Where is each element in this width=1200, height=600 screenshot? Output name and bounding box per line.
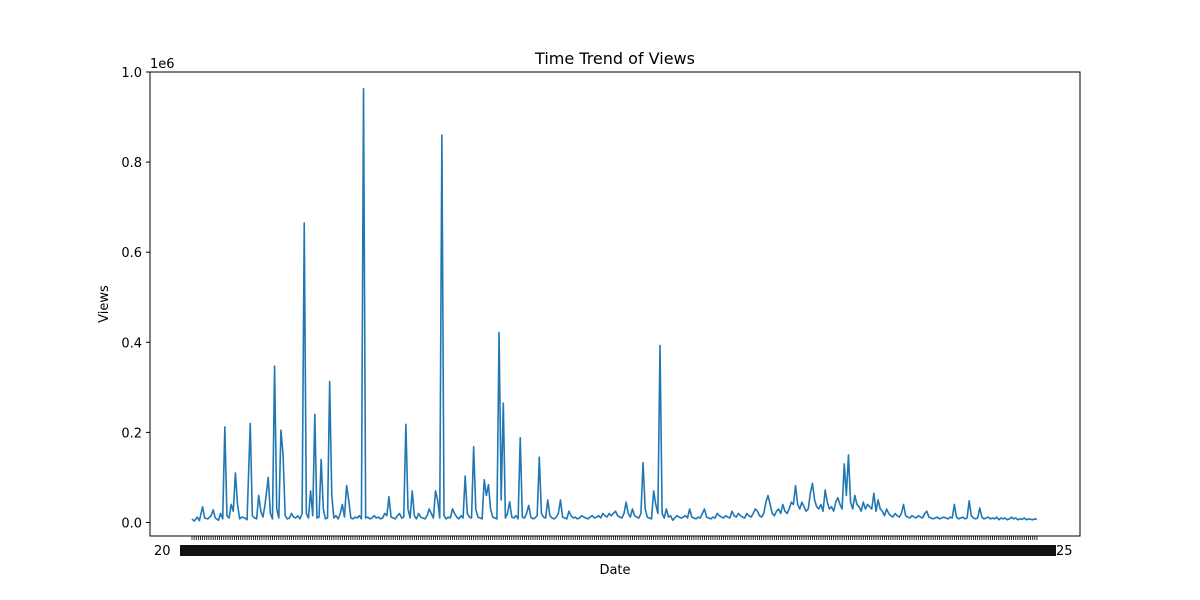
x-tick-marks (191, 536, 1038, 540)
y-tick-label: 0.2 (121, 426, 142, 441)
x-tick-label: 20 (154, 544, 171, 559)
y-tick-label: 0.6 (121, 246, 142, 261)
x-axis-label: Date (599, 563, 630, 578)
x-ticks: 20 25 (154, 536, 1073, 559)
x-tick-label: 25 (1056, 544, 1073, 559)
x-tick-labels-overlap (180, 545, 1056, 556)
plot-area (149, 71, 1081, 537)
y-tick-label: 0.8 (121, 156, 142, 171)
y-tick-label: 0.4 (121, 336, 142, 351)
y-axis-label: Views (97, 285, 112, 323)
y-tick-label: 0.0 (121, 516, 142, 531)
y-offset-text: 1e6 (150, 57, 175, 72)
y-ticks: 0.0 0.2 0.4 0.6 0.8 1.0 (121, 66, 150, 531)
views-line (191, 87, 1038, 522)
y-tick-label: 1.0 (121, 66, 142, 81)
chart-title: Time Trend of Views (534, 49, 695, 68)
